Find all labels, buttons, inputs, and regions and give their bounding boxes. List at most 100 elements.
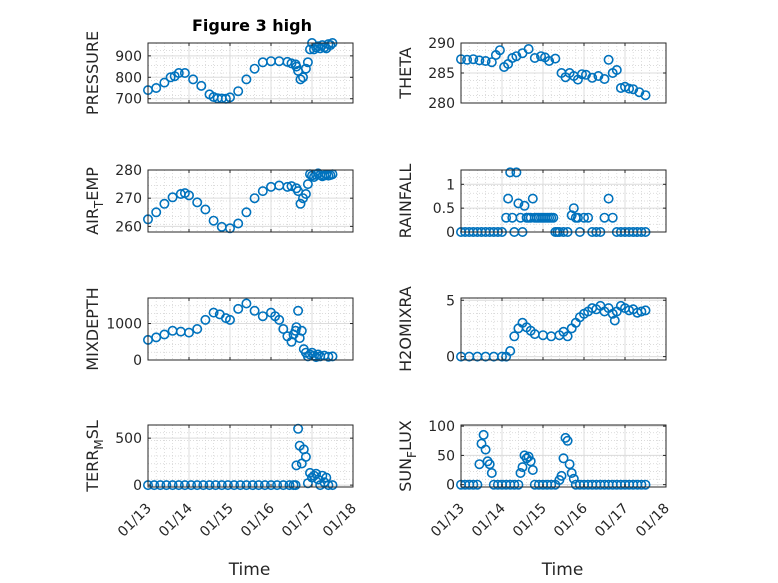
data-point <box>210 480 221 491</box>
y-tick-label: 0 <box>446 478 455 494</box>
data-point <box>544 55 555 66</box>
data-point <box>241 74 252 85</box>
axes-frame <box>147 297 354 361</box>
data-point <box>640 479 651 490</box>
data-point <box>578 212 589 223</box>
data-point <box>235 480 246 491</box>
x-axis-label: Time <box>541 560 584 580</box>
data-point <box>155 480 166 491</box>
data-point <box>519 200 530 211</box>
subplot-3: 260 270 280 AIRTEMP <box>83 163 354 235</box>
data-point <box>546 479 557 490</box>
data-point <box>159 198 170 209</box>
data-point <box>249 305 260 316</box>
data-point <box>284 480 295 491</box>
data-point <box>548 212 559 223</box>
data-point <box>300 451 311 462</box>
data-point <box>566 467 577 478</box>
data-point <box>558 453 569 464</box>
subplot-2: 280 285 290 THETA <box>396 36 667 112</box>
y-tick-label: 1 <box>446 177 455 193</box>
data-point <box>511 51 522 62</box>
data-point <box>519 450 530 461</box>
data-series <box>455 300 651 362</box>
data-point <box>325 40 336 51</box>
data-point <box>509 331 520 342</box>
data-point <box>564 459 575 470</box>
data-point <box>186 480 197 491</box>
data-point <box>286 58 297 69</box>
data-point <box>304 44 315 55</box>
y-tick-label: 100 <box>428 419 455 435</box>
data-point <box>509 479 520 490</box>
minor-grid <box>148 170 353 232</box>
data-point <box>472 479 483 490</box>
x-axis-label: Time <box>228 560 271 580</box>
y-tick-label: 0 <box>446 225 455 241</box>
data-point <box>511 167 522 178</box>
data-point <box>151 83 162 94</box>
data-point <box>482 456 493 467</box>
data-point <box>184 327 195 338</box>
data-point <box>513 479 524 490</box>
data-point <box>259 480 270 491</box>
data-point <box>161 480 172 491</box>
y-tick-label: 0 <box>446 350 455 366</box>
data-point <box>241 298 252 309</box>
data-point <box>523 43 534 54</box>
y-axis-label: AIRTEMP <box>83 167 106 235</box>
data-point <box>611 65 622 76</box>
data-point <box>486 57 497 68</box>
axes-frame <box>460 424 667 488</box>
data-point <box>628 84 639 95</box>
y-tick-label: 0 <box>133 353 142 369</box>
data-point <box>468 54 479 65</box>
data-point <box>302 179 313 190</box>
subplot-1: 700 800 900 PRESSURE <box>83 31 354 115</box>
data-point <box>313 349 324 360</box>
data-point <box>293 305 304 316</box>
data-point <box>572 212 583 223</box>
y-axis-label: THETA <box>396 47 415 99</box>
data-point <box>257 311 268 322</box>
y-tick-label: 700 <box>115 92 142 108</box>
data-point <box>295 198 306 209</box>
y-tick-label: 50 <box>437 448 455 464</box>
data-point <box>560 432 571 443</box>
data-point <box>233 86 244 97</box>
data-point <box>505 345 516 356</box>
data-point <box>636 479 647 490</box>
data-point <box>593 71 604 82</box>
data-point <box>527 193 538 204</box>
axes-frame <box>460 169 667 233</box>
y-tick-label: 500 <box>115 431 142 447</box>
data-point <box>478 429 489 440</box>
data-point <box>535 51 546 62</box>
data-point <box>562 435 573 446</box>
data-point <box>323 351 334 362</box>
y-tick-label: 290 <box>428 36 455 52</box>
data-point <box>462 54 473 65</box>
data-point <box>286 181 297 192</box>
data-point <box>200 314 211 325</box>
data-point <box>327 351 338 362</box>
data-point <box>274 314 285 325</box>
data-point <box>241 480 252 491</box>
data-point <box>550 53 561 64</box>
data-point <box>204 480 215 491</box>
data-point <box>200 204 211 215</box>
y-tick-label: 0 <box>133 478 142 494</box>
data-point <box>173 480 184 491</box>
data-point <box>503 193 514 204</box>
axes-frame <box>147 424 354 488</box>
data-point <box>576 69 587 80</box>
data-point <box>253 480 264 491</box>
y-tick-label: 260 <box>115 219 142 235</box>
data-point <box>216 480 227 491</box>
data-point <box>583 212 594 223</box>
subplot-4: 0 0.5 1 RAINFALL <box>396 164 667 241</box>
data-point <box>208 307 219 318</box>
data-point <box>513 198 524 209</box>
